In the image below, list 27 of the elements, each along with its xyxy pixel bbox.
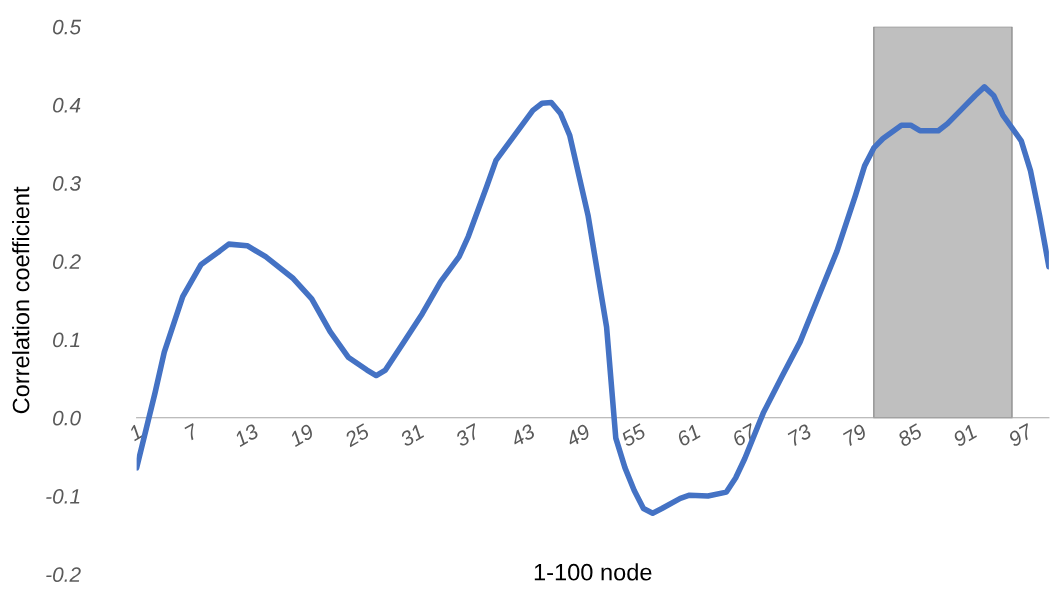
x-tick-label: 25 — [343, 423, 371, 448]
y-tick-label: 0.4 — [53, 97, 81, 113]
y-tick-label: 0.1 — [53, 332, 80, 348]
x-tick-label: 1 — [127, 424, 143, 442]
y-tick-label: 0.3 — [53, 176, 81, 191]
x-tick-label: 79 — [842, 423, 868, 447]
x-tick-label: 67 — [731, 422, 759, 447]
x-tick-label: 85 — [896, 423, 924, 448]
x-tick-label: 49 — [564, 423, 592, 448]
x-tick-label: 43 — [509, 423, 537, 448]
y-tick-label: 0.0 — [53, 410, 81, 426]
x-tick-label: 55 — [620, 423, 648, 448]
y-tick-label: -0.1 — [46, 489, 80, 504]
x-tick-label: 37 — [454, 422, 482, 448]
y-tick-label: 0.2 — [53, 254, 81, 270]
y-tick-label: -0.2 — [46, 567, 81, 582]
x-tick-label: 73 — [787, 423, 813, 447]
y-tick-label: 0.5 — [53, 19, 82, 35]
x-tick-label: 7 — [184, 422, 201, 441]
x-axis-title: 1-100 node — [534, 563, 652, 581]
y-axis-title: Correlation coefficient — [12, 186, 30, 414]
x-tick-label: 91 — [951, 424, 978, 448]
x-tick-label: 19 — [288, 423, 315, 448]
x-tick-label: 97 — [1007, 422, 1035, 448]
x-tick-label: 61 — [675, 424, 701, 447]
x-tick-label: 31 — [398, 424, 425, 448]
x-tick-label: 13 — [233, 423, 260, 448]
